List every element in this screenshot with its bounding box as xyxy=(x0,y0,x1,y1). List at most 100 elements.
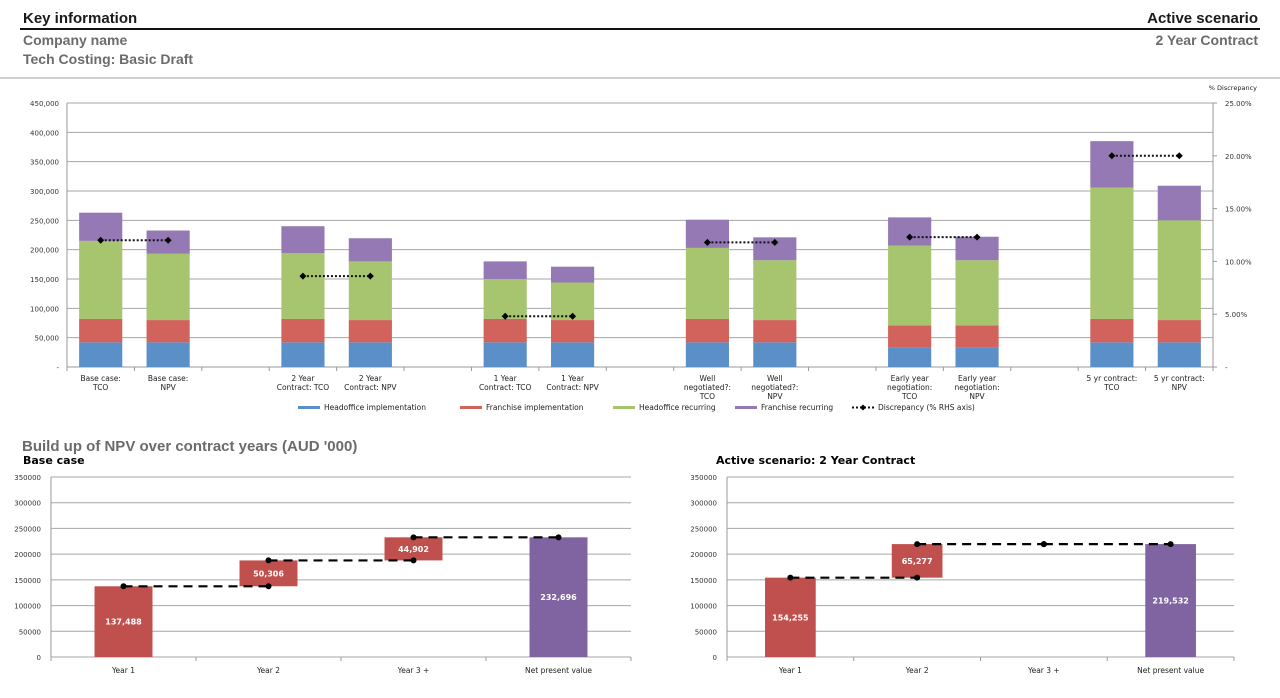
bar-segment-headoffice-implementation xyxy=(1157,342,1201,367)
y-tick-label: 350000 xyxy=(690,474,717,482)
discrepancy-point xyxy=(97,236,105,244)
bar-value-label: 219,532 xyxy=(1152,597,1188,606)
y-tick-label: - xyxy=(56,364,59,372)
bar-segment-franchise-recurring xyxy=(551,266,595,283)
y-tick-label: 100,000 xyxy=(30,305,59,313)
bar-segment-franchise-implementation xyxy=(955,325,999,348)
bar-segment-headoffice-implementation xyxy=(753,342,797,367)
connector-point xyxy=(265,583,272,590)
bar-segment-franchise-implementation xyxy=(753,320,797,343)
x-tick-label: 1 Year xyxy=(494,374,518,383)
x-tick-label: Year 2 xyxy=(256,666,280,675)
bar-segment-franchise-implementation xyxy=(281,318,325,343)
x-tick-label: Contract: TCO xyxy=(277,383,330,392)
x-tick-label: Year 2 xyxy=(905,666,929,675)
y-tick-label: 250,000 xyxy=(30,217,59,225)
x-tick-label: Early year xyxy=(891,374,930,383)
waterfall-bar xyxy=(891,544,943,578)
connector-point xyxy=(120,583,127,590)
y-tick-label: 400,000 xyxy=(30,129,59,137)
connector-point xyxy=(1040,541,1047,548)
bar-segment-headoffice-implementation xyxy=(888,347,932,367)
connector-point xyxy=(787,574,794,581)
bar-segment-headoffice-implementation xyxy=(955,347,999,367)
x-tick-label: negotiated?: xyxy=(751,383,798,392)
x-tick-label: Year 3 + xyxy=(397,666,430,675)
y-tick-label: 150000 xyxy=(690,577,717,585)
legend-label: Headoffice implementation xyxy=(324,403,426,412)
y-tick-label: 50,000 xyxy=(35,335,60,343)
x-tick-label: NPV xyxy=(1172,383,1188,392)
bar-segment-franchise-implementation xyxy=(1157,320,1201,343)
bar-segment-headoffice-implementation xyxy=(79,342,123,367)
x-tick-label: negotiation: xyxy=(954,383,999,392)
npv-section-title: Build up of NPV over contract years (AUD… xyxy=(22,438,358,455)
waterfall-bar xyxy=(765,577,816,657)
bar-segment-franchise-implementation xyxy=(888,325,932,348)
x-tick-label: negotiated?: xyxy=(684,383,731,392)
y-tick-label: 300000 xyxy=(14,500,41,508)
bar-segment-headoffice-recurring xyxy=(955,260,999,326)
x-tick-label: Net present value xyxy=(525,666,592,675)
bar-value-label: 50,306 xyxy=(253,569,284,578)
bar-segment-franchise-recurring xyxy=(483,261,527,279)
bar-value-label: 232,696 xyxy=(540,593,577,602)
y2-tick-label: - xyxy=(1225,364,1228,372)
x-tick-label: Year 1 xyxy=(778,666,802,675)
bar-segment-headoffice-recurring xyxy=(348,261,392,321)
connector-point xyxy=(410,534,417,541)
x-tick-label: negotiation: xyxy=(887,383,932,392)
bar-segment-franchise-implementation xyxy=(483,318,527,343)
x-tick-label: TCO xyxy=(699,392,715,401)
bar-value-label: 154,255 xyxy=(772,613,809,622)
bar-segment-headoffice-recurring xyxy=(753,260,797,321)
y-tick-label: 450,000 xyxy=(30,100,59,108)
bar-segment-headoffice-recurring xyxy=(79,240,123,319)
bar-segment-headoffice-recurring xyxy=(146,253,190,321)
bar-segment-franchise-implementation xyxy=(79,318,123,343)
connector-point xyxy=(265,557,272,564)
discrepancy-point xyxy=(164,236,172,244)
active-scenario-waterfall-chart: 0 50000 100000 150000 200000 250000 300000 3500… xyxy=(690,474,1235,675)
bar-segment-franchise-recurring xyxy=(79,212,123,241)
waterfall-bar xyxy=(529,537,588,657)
x-tick-label: TCO xyxy=(901,392,917,401)
cost-comparison-chart: - 50,000 100,000 150,000 200,000 250,000 300,0… xyxy=(30,84,1257,412)
bar-value-label: 137,488 xyxy=(105,618,142,627)
y-tick-label: 0 xyxy=(713,654,717,662)
bar-segment-franchise-recurring xyxy=(281,226,325,254)
waterfall-bar xyxy=(94,586,153,657)
section-separator xyxy=(0,77,1280,79)
key-information-title: Key information xyxy=(23,10,138,27)
discrepancy-point xyxy=(299,272,307,280)
bar-segment-headoffice-recurring xyxy=(1157,220,1201,321)
y-tick-label: 0 xyxy=(37,654,41,662)
legend-swatch xyxy=(298,406,320,409)
x-tick-label: 5 yr contract: xyxy=(1154,374,1205,383)
header-rule xyxy=(20,28,1260,30)
discrepancy-point xyxy=(973,233,981,241)
bar-segment-headoffice-recurring xyxy=(888,245,932,326)
legend-marker xyxy=(860,404,866,411)
bar-segment-franchise-implementation xyxy=(1090,318,1134,343)
y-tick-label: 100000 xyxy=(14,603,41,611)
connector-point xyxy=(914,574,921,581)
discrepancy-point xyxy=(1108,152,1116,160)
base-case-waterfall-chart: 0 50000 100000 150000 200000 250000 300000 3500… xyxy=(14,474,632,675)
bar-segment-headoffice-recurring xyxy=(685,247,729,319)
x-tick-label: Early year xyxy=(958,374,997,383)
bar-segment-franchise-implementation xyxy=(146,320,190,343)
y-tick-label: 100000 xyxy=(690,603,717,611)
bar-segment-headoffice-implementation xyxy=(146,342,190,367)
connector-point xyxy=(555,534,562,541)
y-tick-label: 350,000 xyxy=(30,159,59,167)
x-tick-label: NPV xyxy=(969,392,985,401)
bar-segment-franchise-recurring xyxy=(348,238,392,262)
y-tick-label: 250000 xyxy=(690,525,717,533)
x-tick-label: Net present value xyxy=(1137,666,1204,675)
x-tick-label: Base case: xyxy=(80,374,120,383)
y2-tick-label: 25.00% xyxy=(1225,100,1252,108)
project-name: Tech Costing: Basic Draft xyxy=(23,51,194,67)
bar-segment-headoffice-implementation xyxy=(1090,342,1134,367)
y2-tick-label: 15.00% xyxy=(1225,206,1252,214)
